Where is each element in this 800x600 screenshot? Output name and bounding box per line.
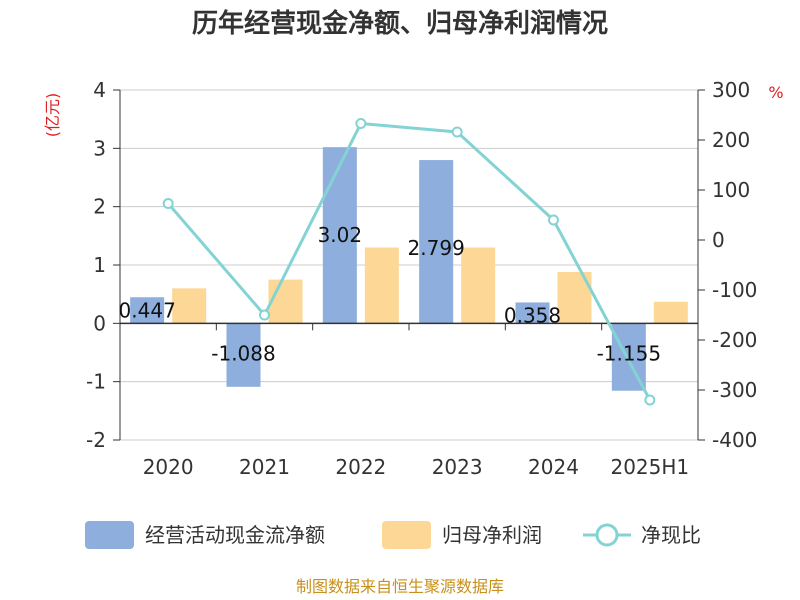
data-label-cashflow: 2.799 [408,236,465,260]
legend-label-cashflow: 经营活动现金流净额 [145,523,325,547]
right-tick-label: 0 [712,228,725,252]
ratio-point [644,394,656,406]
ratio-point [162,198,174,209]
legend-swatch-cashflow [85,521,134,549]
ratio-point [451,126,463,138]
left-axis-unit: (亿元) [43,93,62,138]
category-label: 2021 [239,455,290,479]
left-tick-label: 3 [93,136,106,160]
grid [120,89,698,441]
data-label-cashflow: -1.155 [597,341,661,365]
right-tick-label: -400 [712,428,757,452]
bar-cashflow [515,302,550,324]
legend-item-ratio[interactable]: 净现比 [583,523,701,547]
legend-label-netprofit: 归母净利润 [442,523,542,547]
legend-swatch-ratio-marker [595,523,619,547]
left-tick-label: 4 [93,78,106,102]
bar-cashflow [419,160,454,324]
legend: 经营活动现金流净额 归母净利润 净现比 [85,521,701,549]
ratio-line-path [167,122,652,401]
ratio-point [355,118,367,129]
left-tick-label: -2 [86,428,106,452]
category-label: 2020 [143,455,194,479]
right-tick-label: -200 [712,328,757,352]
bar-netprofit [172,288,207,324]
data-label-cashflow: 3.02 [318,223,363,247]
left-tick-label: -1 [86,370,106,394]
bar-cashflow [322,147,357,324]
chart-title: 历年经营现金净额、归母净利润情况 [192,8,608,39]
axes [113,89,705,441]
legend-item-cashflow[interactable]: 经营活动现金流净额 [85,521,325,549]
left-tick-label: 0 [93,311,106,335]
ratio-line [162,118,656,406]
data-label-cashflow: -1.088 [211,341,275,365]
left-tick-label: 1 [93,253,106,277]
right-tick-label: 300 [712,78,750,102]
right-tick-label: 200 [712,128,750,152]
ratio-point [259,309,270,321]
category-label: 2022 [335,455,386,479]
right-axis-unit: % [768,83,783,102]
source-note: 制图数据来自恒生聚源数据库 [296,577,504,596]
left-tick-label: 2 [93,195,106,219]
data-label-cashflow: 0.447 [119,298,176,322]
tick-labels: -2 -1 0 1 2 3 4 -400 -300 -200 -100 0 100 200 300 2020 2… [86,78,757,479]
bar-netprofit [268,279,303,324]
legend-item-netprofit[interactable]: 归母净利润 [382,521,542,549]
category-label: 2024 [528,455,579,479]
right-tick-label: -300 [712,378,757,402]
category-label: 2023 [432,455,483,479]
bar-cashflow [130,297,165,324]
bar-netprofit [461,247,496,324]
legend-label-ratio: 净现比 [641,523,701,547]
legend-swatch-netprofit [382,521,431,549]
data-label-cashflow: 0.358 [504,303,561,327]
right-tick-label: 100 [712,178,750,202]
ratio-point [548,214,559,226]
data-labels: 0.447 -1.088 3.02 2.799 0.358 -1.155 [119,223,662,365]
bar-netprofit [653,301,688,324]
right-tick-label: -100 [712,278,757,302]
bar-netprofit [364,247,399,324]
category-label: 2025H1 [610,455,689,479]
bars [130,147,688,391]
bar-cashflow [226,323,261,387]
